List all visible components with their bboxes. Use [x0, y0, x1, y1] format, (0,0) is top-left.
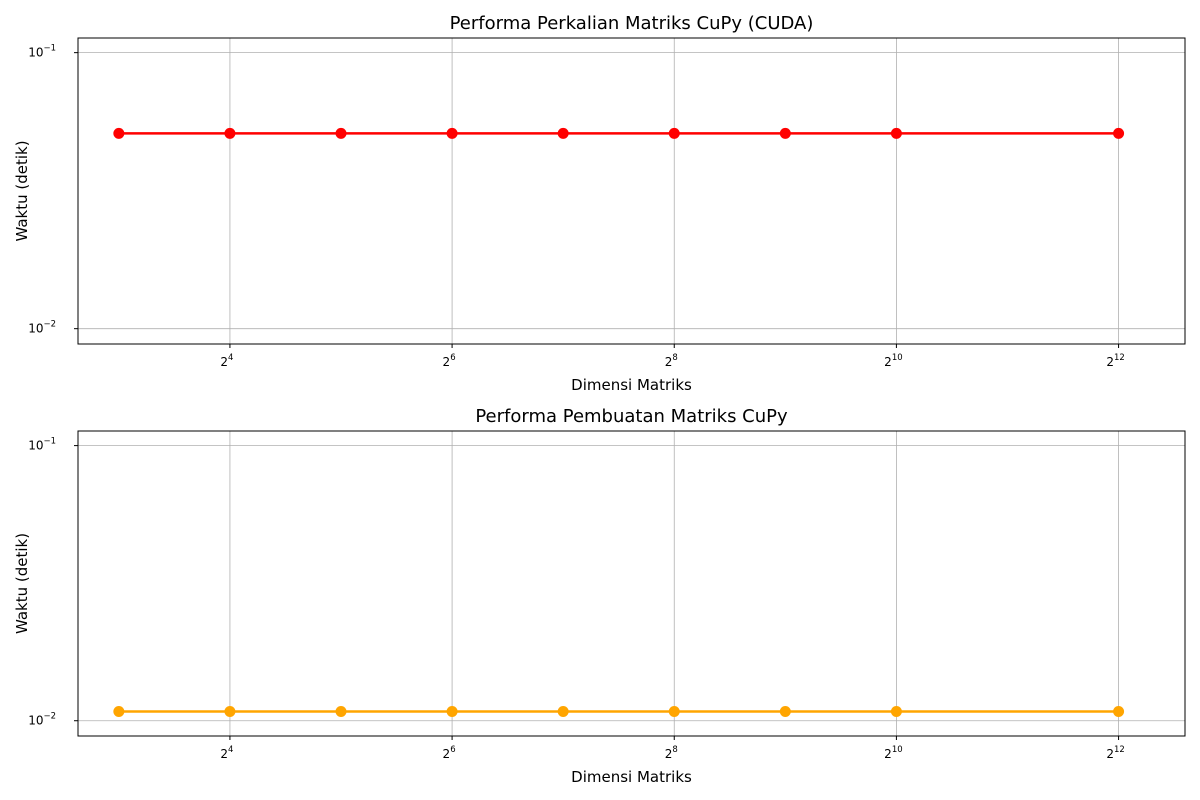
x-tick-label: 26 [443, 353, 456, 369]
data-point [113, 706, 125, 718]
x-tick-label: 24 [220, 745, 233, 761]
x-tick-label: 212 [1106, 745, 1124, 761]
grid-layer [78, 38, 1185, 344]
x-axis-label: Dimensi Matriks [571, 376, 692, 394]
data-point [557, 127, 569, 139]
data-point [335, 127, 347, 139]
plot-frame [77, 430, 1186, 737]
subplot-multiplication: 24 26 28 210 212 10−1 10−2 Performa Perkalian … [13, 13, 1186, 394]
subplot-creation: 24 26 28 210 212 10−1 10−2 Performa Pembuatan … [13, 406, 1186, 786]
data-point [890, 127, 902, 139]
ticks-layer: 24 26 28 210 212 10−1 10−2 [28, 44, 1125, 369]
data-point [335, 706, 347, 718]
y-axis-label: Waktu (detik) [13, 533, 31, 634]
x-tick-label: 28 [665, 745, 678, 761]
y-tick-label: 10−1 [28, 44, 56, 60]
data-point [224, 127, 236, 139]
x-axis-label: Dimensi Matriks [571, 768, 692, 786]
series-layer [113, 127, 1125, 139]
data-point [113, 127, 125, 139]
y-axis-label: Waktu (detik) [13, 140, 31, 241]
data-point [557, 706, 569, 718]
chart-title: Performa Perkalian Matriks CuPy (CUDA) [450, 13, 814, 34]
x-tick-label: 210 [884, 745, 902, 761]
series-layer [113, 706, 1125, 718]
x-tick-label: 28 [665, 353, 678, 369]
data-point [1113, 706, 1125, 718]
data-point [446, 127, 458, 139]
data-point [890, 706, 902, 718]
chart-title: Performa Pembuatan Matriks CuPy [475, 406, 788, 427]
y-tick-label: 10−2 [28, 320, 56, 336]
data-point [446, 706, 458, 718]
y-tick-label: 10−2 [28, 712, 56, 728]
x-tick-label: 210 [884, 353, 902, 369]
plot-frame [77, 37, 1186, 345]
data-point [779, 706, 791, 718]
data-point [1113, 127, 1125, 139]
ticks-layer: 24 26 28 210 212 10−1 10−2 [28, 437, 1125, 761]
data-point [224, 706, 236, 718]
grid-layer [78, 431, 1185, 736]
data-point [779, 127, 791, 139]
data-point [668, 127, 680, 139]
x-tick-label: 24 [220, 353, 233, 369]
y-tick-label: 10−1 [28, 437, 56, 453]
x-tick-label: 212 [1106, 353, 1124, 369]
x-tick-label: 26 [443, 745, 456, 761]
data-point [668, 706, 680, 718]
